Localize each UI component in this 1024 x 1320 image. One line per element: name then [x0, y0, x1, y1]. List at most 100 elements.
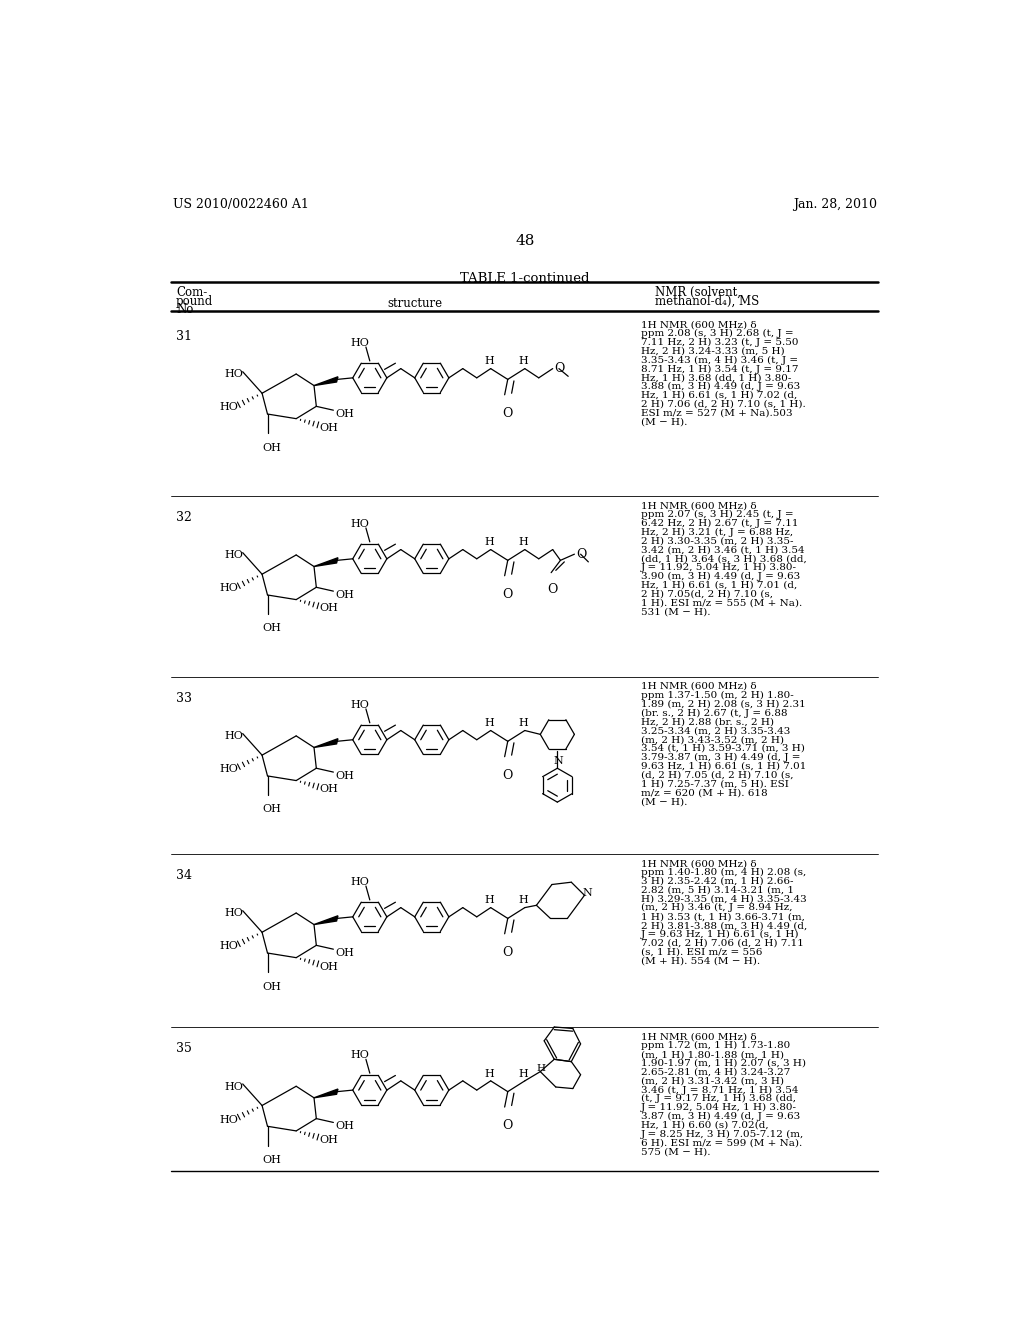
- Text: HO: HO: [350, 876, 370, 887]
- Text: O: O: [503, 946, 513, 960]
- Text: 7.11 Hz, 2 H) 3.23 (t, J = 5.50: 7.11 Hz, 2 H) 3.23 (t, J = 5.50: [641, 338, 799, 347]
- Text: 3.25-3.34 (m, 2 H) 3.35-3.43: 3.25-3.34 (m, 2 H) 3.35-3.43: [641, 726, 791, 735]
- Text: ppm 2.07 (s, 3 H) 2.45 (t, J =: ppm 2.07 (s, 3 H) 2.45 (t, J =: [641, 510, 794, 519]
- Text: 3.79-3.87 (m, 3 H) 4.49 (d, J =: 3.79-3.87 (m, 3 H) 4.49 (d, J =: [641, 752, 801, 762]
- Text: 33: 33: [176, 692, 193, 705]
- Text: 3.90 (m, 3 H) 4.49 (d, J = 9.63: 3.90 (m, 3 H) 4.49 (d, J = 9.63: [641, 572, 801, 581]
- Text: 2 H) 7.06 (d, 2 H) 7.10 (s, 1 H).: 2 H) 7.06 (d, 2 H) 7.10 (s, 1 H).: [641, 400, 806, 409]
- Text: OH: OH: [262, 623, 281, 634]
- Text: 1H NMR (600 MHz) δ: 1H NMR (600 MHz) δ: [641, 502, 757, 510]
- Text: ppm 1.40-1.80 (m, 4 H) 2.08 (s,: ppm 1.40-1.80 (m, 4 H) 2.08 (s,: [641, 869, 806, 876]
- Text: H) 3.29-3.35 (m, 4 H) 3.35-3.43: H) 3.29-3.35 (m, 4 H) 3.35-3.43: [641, 895, 807, 903]
- Text: OH: OH: [319, 422, 338, 433]
- Text: H: H: [484, 895, 494, 906]
- Text: 1 H) 3.53 (t, 1 H) 3.66-3.71 (m,: 1 H) 3.53 (t, 1 H) 3.66-3.71 (m,: [641, 912, 805, 921]
- Text: Com-: Com-: [176, 286, 207, 300]
- Text: HO: HO: [219, 583, 239, 594]
- Text: 3.46 (t, J = 8.71 Hz, 1 H) 3.54: 3.46 (t, J = 8.71 Hz, 1 H) 3.54: [641, 1085, 799, 1094]
- Text: (s, 1 H). ESI m/z = 556: (s, 1 H). ESI m/z = 556: [641, 948, 763, 957]
- Text: N: N: [583, 887, 593, 898]
- Text: 34: 34: [176, 869, 193, 882]
- Text: 1H NMR (600 MHz) δ: 1H NMR (600 MHz) δ: [641, 859, 757, 869]
- Text: 1 H) 7.25-7.37 (m, 5 H). ESI: 1 H) 7.25-7.37 (m, 5 H). ESI: [641, 779, 788, 788]
- Text: 1H NMR (600 MHz) δ: 1H NMR (600 MHz) δ: [641, 321, 757, 329]
- Text: 1H NMR (600 MHz) δ: 1H NMR (600 MHz) δ: [641, 682, 757, 690]
- Text: HO: HO: [224, 731, 243, 742]
- Text: pound: pound: [176, 294, 213, 308]
- Text: (M − H).: (M − H).: [641, 417, 687, 426]
- Text: ppm 1.72 (m, 1 H) 1.73-1.80: ppm 1.72 (m, 1 H) 1.73-1.80: [641, 1041, 791, 1051]
- Text: Hz, 1 H) 3.68 (dd, 1 H) 3.80-: Hz, 1 H) 3.68 (dd, 1 H) 3.80-: [641, 374, 792, 383]
- Text: 6 H). ESI m/z = 599 (M + Na).: 6 H). ESI m/z = 599 (M + Na).: [641, 1139, 802, 1147]
- Text: (dd, 1 H) 3.64 (s, 3 H) 3.68 (dd,: (dd, 1 H) 3.64 (s, 3 H) 3.68 (dd,: [641, 554, 807, 564]
- Text: 3.87 (m, 3 H) 4.49 (d, J = 9.63: 3.87 (m, 3 H) 4.49 (d, J = 9.63: [641, 1111, 801, 1121]
- Text: 2 H) 7.05(d, 2 H) 7.10 (s,: 2 H) 7.05(d, 2 H) 7.10 (s,: [641, 590, 773, 598]
- Text: US 2010/0022460 A1: US 2010/0022460 A1: [173, 198, 309, 211]
- Text: 1.89 (m, 2 H) 2.08 (s, 3 H) 2.31: 1.89 (m, 2 H) 2.08 (s, 3 H) 2.31: [641, 700, 806, 709]
- Text: OH: OH: [335, 771, 354, 780]
- Text: (m, 2 H) 3.31-3.42 (m, 3 H): (m, 2 H) 3.31-3.42 (m, 3 H): [641, 1077, 784, 1085]
- Text: 2.82 (m, 5 H) 3.14-3.21 (m, 1: 2.82 (m, 5 H) 3.14-3.21 (m, 1: [641, 886, 794, 895]
- Text: 1.90-1.97 (m, 1 H) 2.07 (s, 3 H): 1.90-1.97 (m, 1 H) 2.07 (s, 3 H): [641, 1059, 806, 1068]
- Text: H: H: [537, 1064, 546, 1073]
- Text: HO: HO: [219, 764, 239, 775]
- Text: HO: HO: [224, 370, 243, 379]
- Text: 3.54 (t, 1 H) 3.59-3.71 (m, 3 H): 3.54 (t, 1 H) 3.59-3.71 (m, 3 H): [641, 744, 805, 752]
- Text: TABLE 1-continued: TABLE 1-continued: [460, 272, 590, 285]
- Text: OH: OH: [319, 961, 338, 972]
- Polygon shape: [314, 1089, 338, 1098]
- Text: H: H: [518, 537, 528, 548]
- Text: 3.88 (m, 3 H) 4.49 (d, J = 9.63: 3.88 (m, 3 H) 4.49 (d, J = 9.63: [641, 381, 801, 391]
- Text: 35: 35: [176, 1043, 191, 1056]
- Text: 48: 48: [515, 234, 535, 248]
- Text: 8.71 Hz, 1 H) 3.54 (t, J = 9.17: 8.71 Hz, 1 H) 3.54 (t, J = 9.17: [641, 364, 799, 374]
- Text: J = 11.92, 5.04 Hz, 1 H) 3.80-: J = 11.92, 5.04 Hz, 1 H) 3.80-: [641, 1104, 797, 1113]
- Text: ppm 1.37-1.50 (m, 2 H) 1.80-: ppm 1.37-1.50 (m, 2 H) 1.80-: [641, 690, 794, 700]
- Text: OH: OH: [335, 948, 354, 957]
- Text: O: O: [503, 770, 513, 781]
- Text: O: O: [554, 363, 564, 375]
- Text: ESI m/z = 527 (M + Na).503: ESI m/z = 527 (M + Na).503: [641, 409, 793, 417]
- Text: (M + H). 554 (M − H).: (M + H). 554 (M − H).: [641, 957, 760, 965]
- Text: structure: structure: [387, 297, 442, 310]
- Text: 9.63 Hz, 1 H) 6.61 (s, 1 H) 7.01: 9.63 Hz, 1 H) 6.61 (s, 1 H) 7.01: [641, 762, 807, 771]
- Text: 32: 32: [176, 511, 191, 524]
- Text: O: O: [503, 589, 513, 601]
- Text: 2.65-2.81 (m, 4 H) 3.24-3.27: 2.65-2.81 (m, 4 H) 3.24-3.27: [641, 1068, 791, 1077]
- Polygon shape: [314, 558, 338, 566]
- Text: methanol-d₄), MS: methanol-d₄), MS: [655, 294, 759, 308]
- Text: O: O: [575, 548, 587, 561]
- Text: N: N: [554, 756, 563, 766]
- Text: Hz, 1 H) 6.60 (s) 7.02(d,: Hz, 1 H) 6.60 (s) 7.02(d,: [641, 1121, 769, 1130]
- Text: HO: HO: [219, 941, 239, 952]
- Text: 531 (M − H).: 531 (M − H).: [641, 607, 711, 616]
- Text: 3.35-3.43 (m, 4 H) 3.46 (t, J =: 3.35-3.43 (m, 4 H) 3.46 (t, J =: [641, 355, 798, 364]
- Text: OH: OH: [335, 409, 354, 418]
- Text: (M − H).: (M − H).: [641, 797, 687, 807]
- Text: OH: OH: [262, 804, 281, 814]
- Text: OH: OH: [335, 1121, 354, 1131]
- Text: HO: HO: [224, 1081, 243, 1092]
- Text: OH: OH: [319, 603, 338, 614]
- Text: J = 9.63 Hz, 1 H) 6.61 (s, 1 H): J = 9.63 Hz, 1 H) 6.61 (s, 1 H): [641, 929, 800, 939]
- Text: 2 H) 3.81-3.88 (m, 3 H) 4.49 (d,: 2 H) 3.81-3.88 (m, 3 H) 4.49 (d,: [641, 921, 807, 931]
- Text: HO: HO: [350, 1051, 370, 1060]
- Text: OH: OH: [319, 1135, 338, 1144]
- Text: H: H: [518, 718, 528, 729]
- Text: ppm 2.08 (s, 3 H) 2.68 (t, J =: ppm 2.08 (s, 3 H) 2.68 (t, J =: [641, 329, 794, 338]
- Text: OH: OH: [262, 982, 281, 991]
- Text: OH: OH: [262, 442, 281, 453]
- Text: HO: HO: [224, 550, 243, 560]
- Text: Hz, 2 H) 3.21 (t, J = 6.88 Hz,: Hz, 2 H) 3.21 (t, J = 6.88 Hz,: [641, 528, 794, 537]
- Text: NMR (solvent,: NMR (solvent,: [655, 286, 741, 300]
- Text: (m, 2 H) 3.43-3.52 (m, 2 H): (m, 2 H) 3.43-3.52 (m, 2 H): [641, 735, 784, 744]
- Text: HO: HO: [350, 700, 370, 710]
- Text: No: No: [176, 304, 194, 317]
- Text: HO: HO: [224, 908, 243, 919]
- Text: H: H: [518, 356, 528, 366]
- Text: 7.02 (d, 2 H) 7.06 (d, 2 H) 7.11: 7.02 (d, 2 H) 7.06 (d, 2 H) 7.11: [641, 939, 804, 948]
- Text: J = 8.25 Hz, 3 H) 7.05-7.12 (m,: J = 8.25 Hz, 3 H) 7.05-7.12 (m,: [641, 1130, 804, 1139]
- Text: 1 H). ESI m/z = 555 (M + Na).: 1 H). ESI m/z = 555 (M + Na).: [641, 598, 802, 607]
- Text: (m, 1 H) 1.80-1.88 (m, 1 H): (m, 1 H) 1.80-1.88 (m, 1 H): [641, 1051, 784, 1059]
- Text: H: H: [518, 1069, 528, 1078]
